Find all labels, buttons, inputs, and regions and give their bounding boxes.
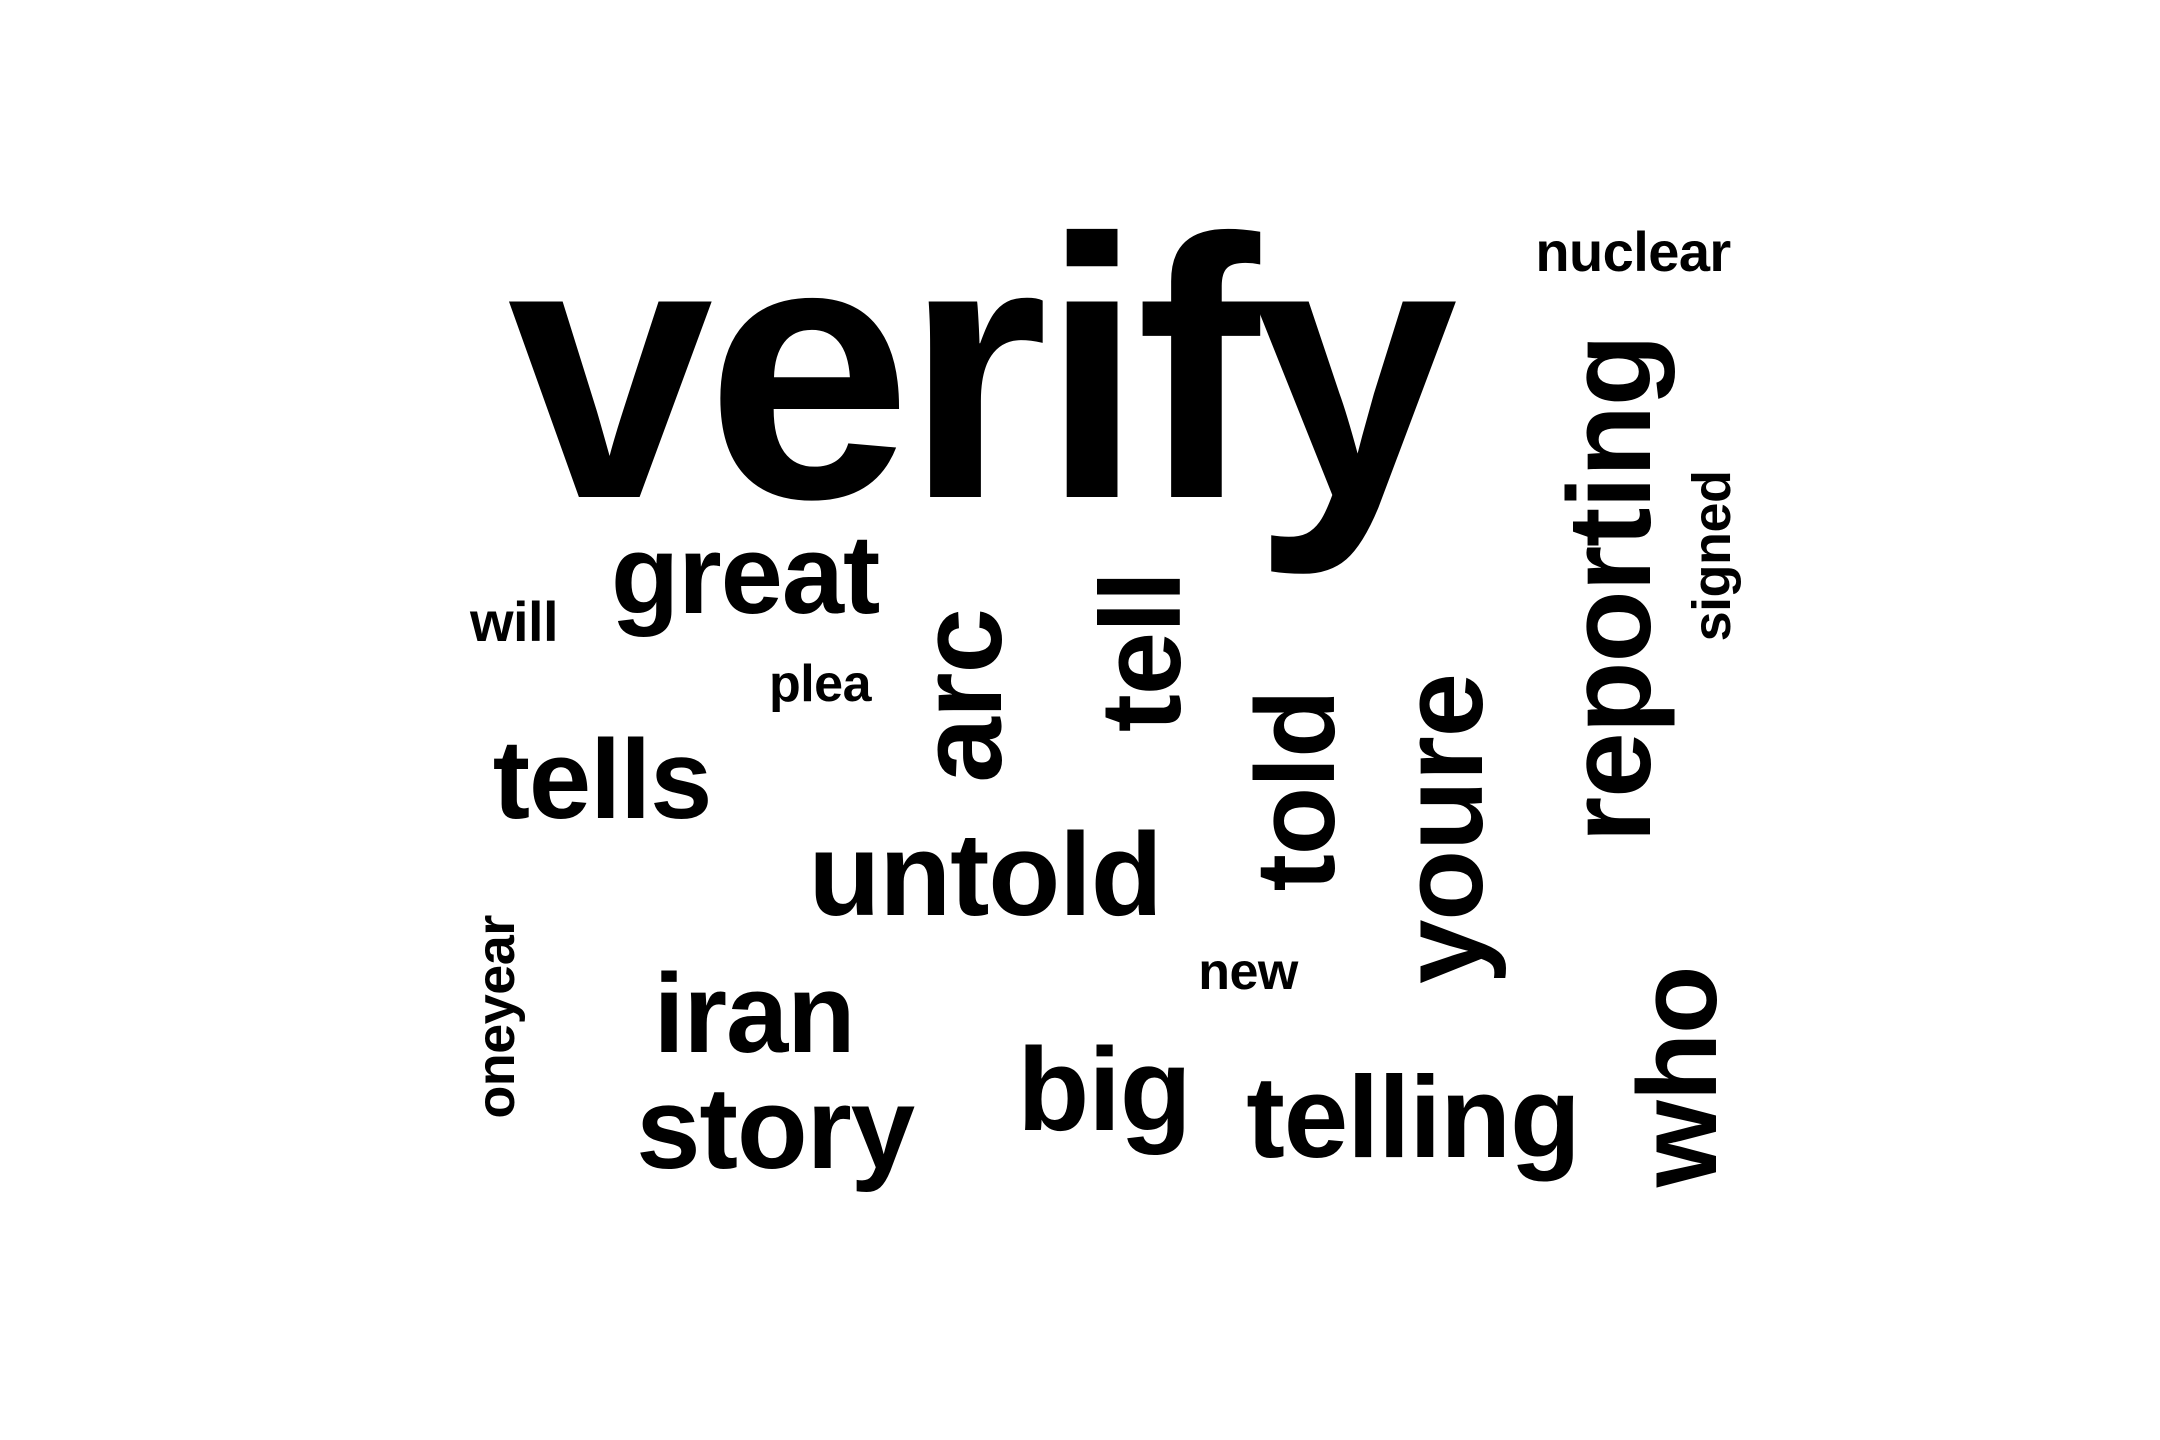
word-who: who (1615, 966, 1740, 1188)
word-reporting: reporting (1544, 335, 1676, 843)
word-big: big (1017, 1024, 1192, 1156)
word-story: story (636, 1063, 915, 1193)
word-arc: arc (895, 609, 1027, 783)
word-nuclear: nuclear (1535, 220, 1731, 283)
word-signed: signed (1682, 470, 1742, 642)
word-oneyear: oneyear (466, 915, 526, 1119)
word-iran: iran (653, 951, 856, 1076)
word-verify: verify (507, 163, 1458, 576)
word-will: will (470, 590, 559, 653)
word-youre: youre (1377, 673, 1507, 985)
word-telling: telling (1246, 1052, 1581, 1182)
word-plea: plea (769, 655, 872, 713)
word-untold: untold (808, 809, 1163, 941)
word-tell: tell (1078, 571, 1205, 733)
word-great: great (610, 512, 880, 637)
word-tells: tells (492, 717, 713, 842)
word-told: told (1233, 690, 1358, 892)
word-new: new (1198, 943, 1298, 1001)
